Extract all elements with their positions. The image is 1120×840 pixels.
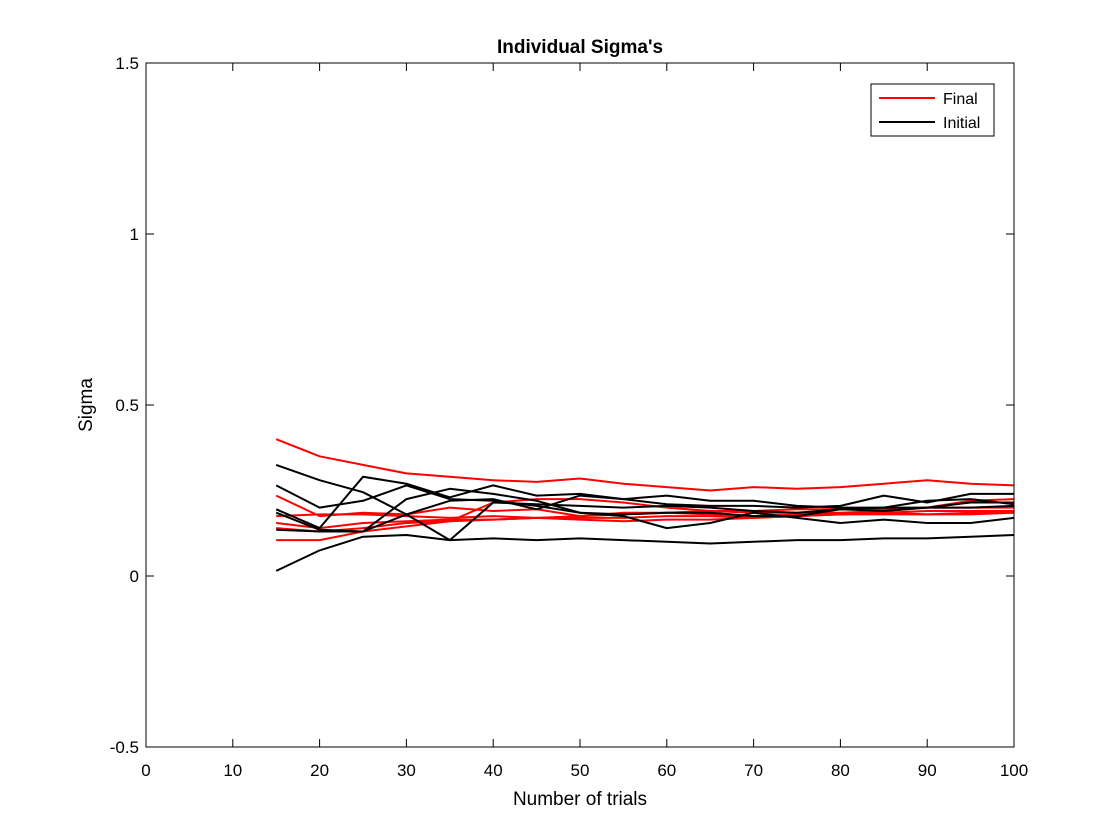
series-line-final-3 — [276, 510, 1015, 519]
series-layer — [275, 438, 1015, 572]
x-tick-label: 30 — [397, 761, 416, 780]
series-line-final-1 — [275, 438, 1015, 492]
legend-initial-label: Initial — [943, 115, 980, 132]
series-line-initial-12 — [275, 534, 1015, 572]
x-tick-label: 90 — [918, 761, 937, 780]
series-line-initial-7 — [275, 463, 1015, 516]
chart-legend: Final Initial — [870, 83, 995, 137]
x-axis-label: Number of trials — [513, 789, 647, 810]
legend-box — [870, 83, 995, 137]
y-tick-label: 1 — [130, 225, 139, 244]
series-line-initial-11 — [276, 501, 1014, 542]
y-tick-label: 0 — [130, 567, 139, 586]
x-tick-label: 0 — [141, 761, 150, 780]
y-tick-label: 0.5 — [115, 396, 139, 415]
x-axis: 0 10 20 30 40 50 60 70 80 90 100 — [141, 63, 1028, 780]
y-tick-label: 1.5 — [115, 54, 139, 73]
series-line-initial-8 — [275, 484, 1015, 530]
chart-title: Individual Sigma's — [497, 37, 663, 58]
x-tick-label: 40 — [484, 761, 503, 780]
series-line-initial-10 — [275, 487, 1015, 533]
x-tick-label: 60 — [657, 761, 676, 780]
y-axis: -0.5 0 0.5 1 1.5 — [110, 54, 1014, 757]
series-line-final-5 — [276, 510, 1014, 542]
x-tick-label: 20 — [310, 761, 329, 780]
series-line-initial-9 — [275, 475, 1014, 530]
x-tick-label: 50 — [571, 761, 590, 780]
x-tick-label: 80 — [831, 761, 850, 780]
y-axis-label: Sigma — [76, 378, 97, 432]
x-tick-label: 100 — [1000, 761, 1028, 780]
x-tick-label: 70 — [744, 761, 763, 780]
legend-final-label: Final — [943, 91, 978, 108]
x-tick-label: 10 — [223, 761, 242, 780]
y-tick-label: -0.5 — [110, 738, 139, 757]
